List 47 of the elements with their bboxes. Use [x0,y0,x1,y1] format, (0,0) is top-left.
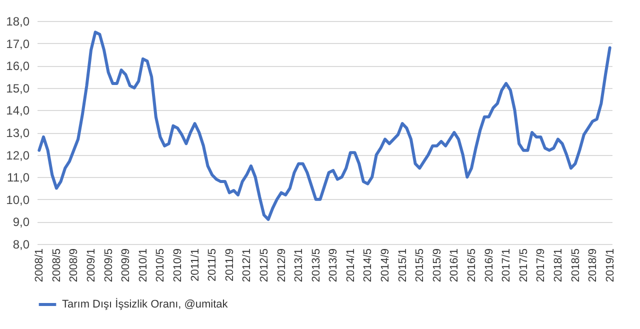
line-series [38,30,612,221]
y-tick-label: 8,0 [12,238,30,252]
x-tick-label: 2015/5 [414,248,426,282]
x-tick-label: 2012/9 [276,248,288,282]
x-tick-label: 2008/1 [34,248,46,282]
y-tick-label: 9,0 [12,215,30,230]
y-tick-label: 10,0 [6,192,30,207]
x-tick-label: 2019/1 [604,248,616,282]
x-tick-label: 2012/5 [258,248,270,282]
x-tick-label: 2018/9 [587,248,600,282]
x-tick-label: 2013/5 [310,248,322,282]
x-tick-label: 2016/9 [483,248,496,282]
x-tick-label: 2012/1 [241,248,254,282]
x-tick-label: 2009/1 [86,248,98,282]
x-tick-label: 2009/9 [120,248,132,282]
x-tick-label: 2016/5 [466,248,478,282]
y-tick-label: 11,0 [7,170,30,185]
y-tick-label: 17,0 [6,36,30,51]
x-tick-label: 2010/5 [154,248,167,282]
x-tick-label: 2017/1 [500,248,513,282]
x-tick-label: 2009/5 [102,248,115,282]
x-tick-label: 2018/5 [570,248,582,282]
x-tick-label: 2014/1 [344,248,357,282]
x-tick-label: 2017/9 [535,248,548,282]
x-tick-label: 2017/5 [518,248,530,282]
legend-label: Tarım Dışı İşsizlik Oranı, @umitak [62,298,228,310]
y-tick-label: 13,0 [6,126,30,140]
y-tick-label: 14,0 [6,104,30,118]
x-tick-label: 2010/1 [137,248,150,282]
x-tick-label: 2011/9 [224,248,236,282]
x-tick-label: 2016/1 [448,248,461,282]
x-tick-label: 2008/9 [68,248,80,282]
x-tick-label: 2011/1 [189,248,202,282]
y-tick-label: 12,0 [6,148,30,162]
x-tick-label: 2014/5 [362,248,374,282]
y-tick-label: 15,0 [6,81,30,96]
y-tick-label: 18,0 [6,14,30,28]
x-tick-label: 2013/1 [293,248,306,282]
x-tick-label: 2018/1 [552,248,564,282]
x-tick-label: 2015/1 [396,248,409,282]
x-tick-label: 2015/9 [431,248,444,282]
x-tick-label: 2014/9 [380,248,392,282]
x-tick-label: 2008/5 [50,248,63,282]
x-tick-label: 2011/5 [206,248,219,282]
x-tick-label: 2010/9 [172,248,184,282]
x-tick-label: 2013/9 [328,248,340,282]
y-tick-label: 16,0 [6,59,30,74]
